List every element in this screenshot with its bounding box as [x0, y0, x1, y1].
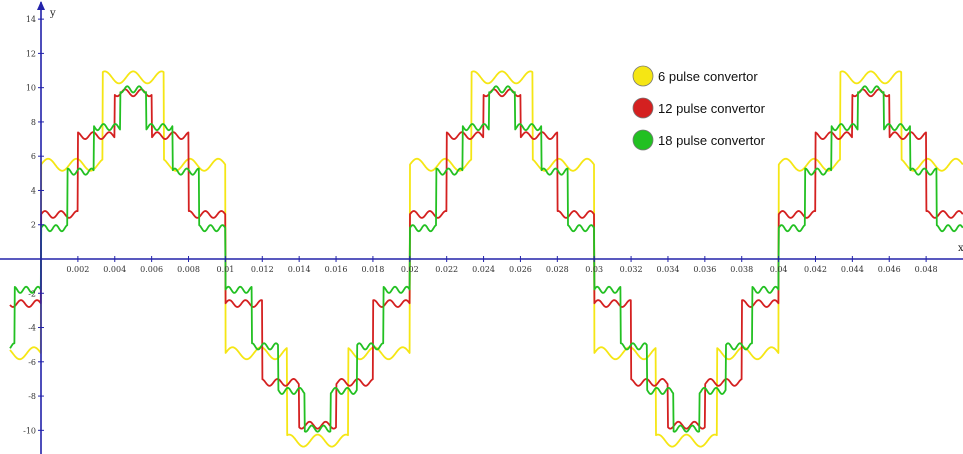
x-tick-label: 0.04: [770, 265, 788, 274]
legend: 6 pulse convertor 12 pulse convertor 18 pu…: [632, 65, 766, 151]
x-tick-label: 0.006: [140, 265, 163, 274]
x-tick-label: 0.028: [546, 265, 569, 274]
x-tick-label: 0.016: [325, 265, 348, 274]
y-tick-label: -2: [28, 289, 36, 298]
y-tick-label: -4: [28, 324, 36, 333]
x-tick-label: 0.032: [620, 265, 643, 274]
x-tick-label: 0.034: [657, 265, 680, 274]
y-tick-label: 8: [31, 118, 36, 127]
x-tick-label: 0.01: [216, 265, 234, 274]
legend-label-2: 12 pulse convertor: [658, 101, 766, 116]
legend-label-3: 18 pulse convertor: [658, 133, 766, 148]
x-tick-label: 0.014: [288, 265, 311, 274]
x-tick-label: 0.03: [585, 265, 603, 274]
y-tick-label: -6: [28, 358, 36, 367]
x-tick-label: 0.012: [251, 265, 274, 274]
x-axis-label: x: [958, 243, 963, 254]
y-tick-label: 12: [26, 49, 36, 58]
x-ticks: 0.002 0.004 0.006 0.008 0.01 0.012 0.014 0.016 0…: [66, 256, 938, 274]
y-tick-label: 6: [31, 152, 36, 161]
y-ticks: -10 -8 -6 -4 -2 2 4 6 8 10 12 14: [23, 15, 44, 435]
series-curves: [9, 70, 963, 448]
y-axis-arrow-icon: [37, 1, 45, 10]
series-line-3: [9, 85, 963, 433]
x-tick-label: 0.002: [66, 265, 89, 274]
series-line-1: [9, 70, 963, 448]
y-axis-label: y: [49, 8, 56, 19]
x-tick-label: 0.038: [730, 265, 753, 274]
y-tick-label: -8: [28, 392, 36, 401]
x-tick-label: 0.036: [693, 265, 716, 274]
x-tick-label: 0.008: [177, 265, 200, 274]
legend-label-1: 6 pulse convertor: [658, 69, 758, 84]
x-tick-label: 0.046: [878, 265, 901, 274]
x-tick-label: 0.042: [804, 265, 827, 274]
legend-swatch-3: [632, 129, 654, 151]
x-tick-label: 0.024: [472, 265, 495, 274]
x-tick-label: 0.048: [915, 265, 938, 274]
x-tick-label: 0.022: [435, 265, 458, 274]
legend-swatch-2: [632, 97, 654, 119]
x-tick-label: 0.018: [361, 265, 384, 274]
y-tick-label: 4: [31, 186, 36, 195]
x-tick-label: 0.02: [401, 265, 419, 274]
y-tick-label: 10: [26, 84, 36, 93]
y-tick-label: 14: [26, 15, 36, 24]
x-tick-label: 0.004: [103, 265, 126, 274]
x-tick-label: 0.026: [509, 265, 532, 274]
y-tick-label: -10: [23, 426, 36, 435]
y-tick-label: 2: [31, 221, 36, 230]
x-tick-label: 0.044: [841, 265, 864, 274]
legend-swatch-1: [632, 65, 654, 87]
